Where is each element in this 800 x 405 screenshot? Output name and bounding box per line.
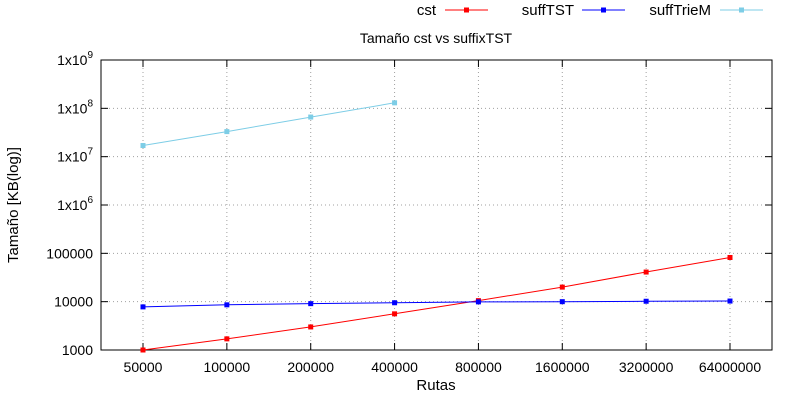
data-point-sufftst	[727, 298, 733, 304]
x-tick-label: 800000	[455, 359, 502, 375]
x-tick-label: 200000	[287, 359, 334, 375]
data-point-sufftst	[559, 299, 565, 305]
data-point-cst	[140, 347, 146, 353]
legend-label-sufftriem: suffTrieM	[649, 2, 711, 19]
data-point-sufftst	[643, 298, 649, 304]
grid	[101, 60, 772, 350]
series-line-sufftst	[142, 300, 731, 308]
data-point-sufftst	[140, 304, 146, 310]
x-tick-label: 400000	[371, 359, 418, 375]
data-point-sufftriem	[392, 100, 398, 106]
legend: cst suffTST suffTrieM	[417, 2, 763, 19]
series-line-sufftriem	[142, 102, 395, 146]
data-point-cst	[643, 269, 649, 275]
legend-marker-sufftst	[601, 7, 606, 13]
x-tick-label: 100000	[203, 359, 250, 375]
y-tick-label: 1x109	[57, 50, 93, 68]
x-tick-label: 3200000	[619, 359, 674, 375]
x-tick-label: 1600000	[535, 359, 590, 375]
x-tick-label: 64000000	[699, 359, 762, 375]
data-point-sufftst	[308, 301, 314, 307]
series-sufftst	[140, 298, 733, 310]
data-point-cst	[392, 311, 398, 317]
data-point-sufftriem	[224, 129, 230, 135]
y-tick-exponent: 9	[87, 50, 93, 61]
series-sufftriem	[140, 100, 398, 149]
y-tick-exponent: 8	[87, 98, 93, 109]
y-tick-label: 1x106	[57, 195, 93, 213]
y-axis-label: Tamaño [KB(log)]	[5, 147, 22, 263]
data-point-cst	[727, 254, 733, 260]
data-point-cst	[224, 336, 230, 342]
data-point-sufftriem	[140, 143, 146, 149]
data-point-cst	[559, 284, 565, 290]
data-point-sufftriem	[308, 114, 314, 120]
legend-marker-cst	[464, 7, 469, 13]
legend-label-sufftst: suffTST	[522, 2, 574, 19]
series-line-cst	[142, 257, 731, 351]
data-point-sufftst	[392, 300, 398, 306]
data-point-sufftst	[224, 302, 230, 308]
data-point-sufftst	[475, 299, 481, 305]
x-axis-label: Rutas	[416, 377, 455, 394]
data-point-cst	[308, 324, 314, 330]
y-tick-label: 100000	[46, 245, 93, 261]
y-tick-label: 1000	[62, 342, 93, 358]
legend-label-cst: cst	[417, 2, 437, 19]
series-layer	[140, 100, 733, 353]
axis-ticks: 1000 10000 100000 1x106 1x107 1x108 1x109 50000…	[46, 50, 772, 375]
y-tick-exponent: 6	[87, 195, 93, 206]
y-tick-label: 1x108	[57, 98, 93, 116]
y-tick-label: 1x107	[57, 147, 93, 165]
legend-marker-sufftriem	[739, 7, 744, 13]
y-tick-exponent: 7	[87, 147, 93, 158]
x-tick-label: 50000	[124, 359, 163, 375]
chart-title: Tamaño cst vs suffixTST	[360, 30, 513, 46]
y-tick-label: 10000	[54, 294, 93, 310]
